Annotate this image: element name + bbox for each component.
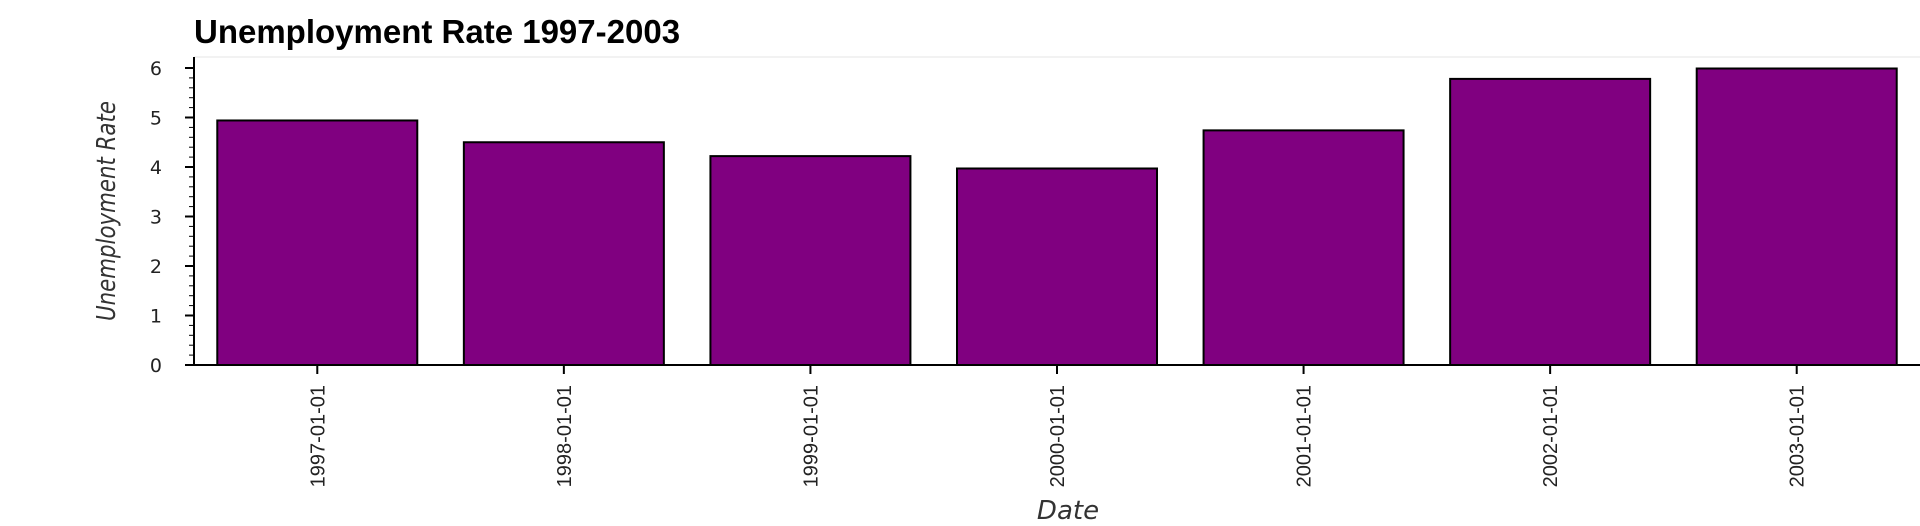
bar — [956, 167, 1158, 366]
bar — [216, 119, 419, 366]
bar — [709, 155, 912, 366]
chart-title: Unemployment Rate 1997-2003 — [194, 13, 680, 50]
x-tick-label: 1999-01-01 — [800, 385, 822, 487]
bar — [1695, 67, 1898, 367]
x-axis-title: Date — [1037, 496, 1099, 526]
y-tick-label: 5 — [150, 108, 162, 130]
y-tick-label: 6 — [150, 58, 162, 80]
y-axis-title: Unemployment Rate — [91, 101, 122, 321]
y-tick-label: 1 — [150, 306, 162, 328]
x-tick-label: 2001-01-01 — [1294, 385, 1316, 487]
y-tick-label: 3 — [150, 207, 162, 229]
x-tick-label: 2002-01-01 — [1540, 385, 1562, 487]
x-tick-label: 1997-01-01 — [307, 385, 329, 487]
y-tick-label: 2 — [150, 256, 162, 278]
bar — [1202, 129, 1405, 366]
x-axis: 1997-01-01 1998-01-01 1999-01-01 2000-01-01… — [194, 364, 1920, 487]
x-tick-label: 2003-01-01 — [1787, 385, 1809, 487]
bars — [216, 67, 1898, 367]
y-tick-label: 4 — [150, 157, 162, 179]
bar — [1449, 77, 1652, 366]
x-tick-label: 1998-01-01 — [554, 385, 576, 487]
y-tick-label: 0 — [150, 355, 162, 377]
x-tick-label: 2000-01-01 — [1047, 385, 1069, 487]
y-axis: 0 1 2 3 4 5 6 — [150, 57, 195, 377]
bar — [462, 141, 665, 366]
